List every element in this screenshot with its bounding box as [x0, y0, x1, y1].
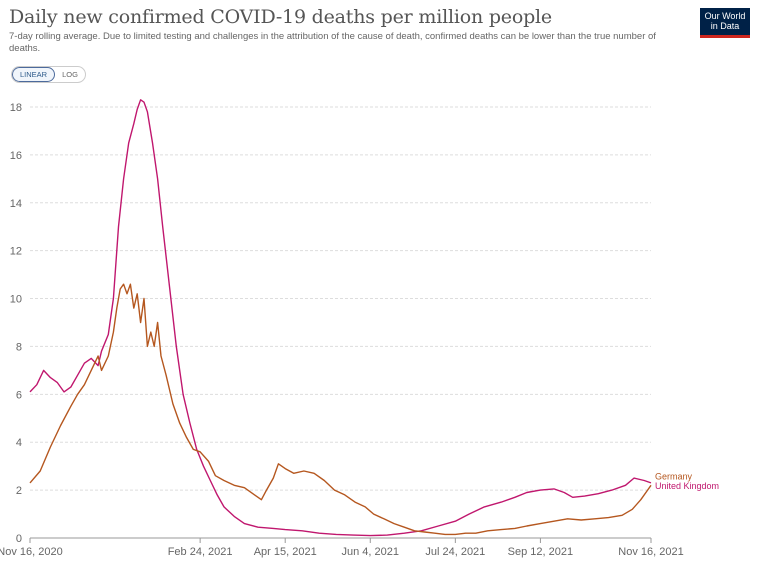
- grid-lines: [30, 106, 651, 491]
- series-label-united-kingdom: United Kingdom: [655, 481, 719, 491]
- y-tick-label: 8: [16, 341, 22, 353]
- x-tick-label: Sep 12, 2021: [508, 546, 573, 558]
- y-tick-label: 14: [10, 198, 22, 210]
- scale-toggle: LINEAR LOG: [11, 66, 86, 83]
- x-tick-label: Jun 4, 2021: [342, 546, 400, 558]
- series-lines[interactable]: [29, 99, 652, 537]
- y-tick-label: 2: [16, 485, 22, 497]
- logo-line-1: Our World: [704, 11, 746, 21]
- x-tick-label: Feb 24, 2021: [168, 546, 233, 558]
- series-line-united-kingdom[interactable]: [29, 99, 652, 537]
- series-line-germany[interactable]: [29, 283, 652, 536]
- x-tick-label: Jul 24, 2021: [425, 546, 485, 558]
- y-tick-label: 0: [16, 533, 22, 545]
- y-tick-label: 6: [16, 389, 22, 401]
- owid-logo[interactable]: Our World in Data: [700, 8, 750, 38]
- y-tick-label: 10: [10, 294, 22, 306]
- logo-line-2: in Data: [710, 21, 740, 31]
- chart-subtitle: 7-day rolling average. Due to limited te…: [9, 31, 656, 54]
- chart-title: Daily new confirmed COVID-19 deaths per …: [9, 6, 552, 28]
- x-tick-label: Nov 16, 2020: [0, 546, 63, 558]
- log-scale-button[interactable]: LOG: [62, 70, 78, 79]
- y-tick-label: 18: [10, 102, 22, 114]
- x-tick-label: Apr 15, 2021: [254, 546, 317, 558]
- y-tick-label: 16: [10, 150, 22, 162]
- axes: 0 2 4 6 8 10 12 14 16 18 Nov 16, 2020 Feb 24, 2021 A…: [0, 102, 684, 558]
- series-label-germany: Germany: [655, 471, 693, 481]
- y-tick-label: 12: [10, 246, 22, 258]
- y-tick-label: 4: [16, 437, 22, 449]
- x-tick-label: Nov 16, 2021: [618, 546, 683, 558]
- linear-scale-button[interactable]: LINEAR: [12, 67, 56, 82]
